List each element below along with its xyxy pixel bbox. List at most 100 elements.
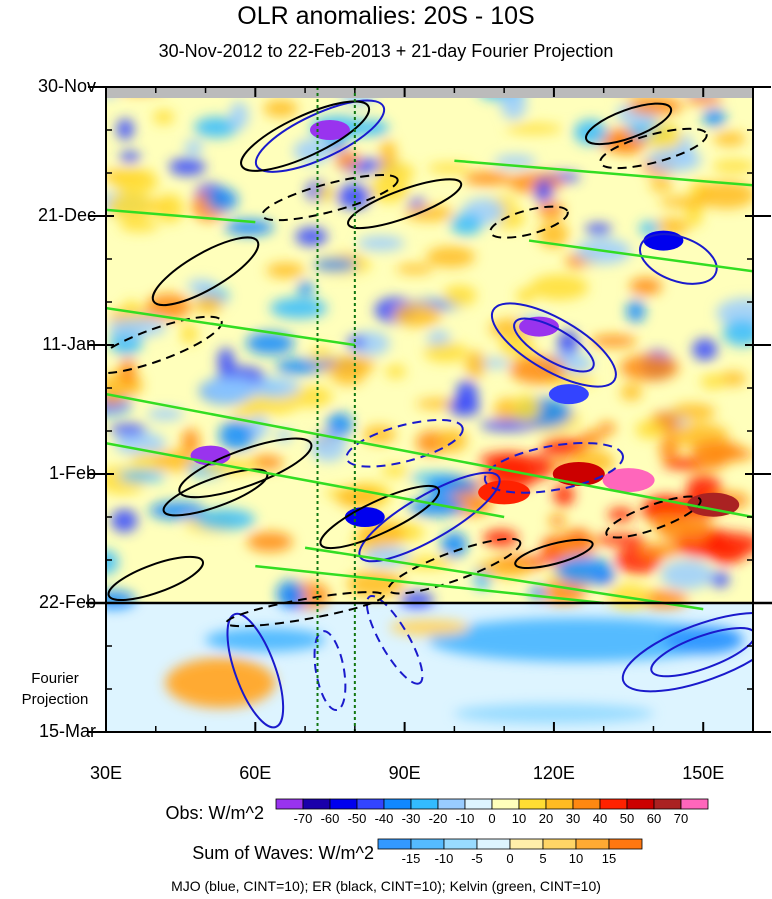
obs-patch	[538, 220, 569, 248]
obs-colorbar-tick-label: 50	[619, 811, 635, 826]
obs-patch	[607, 507, 634, 522]
obs-patch	[381, 465, 409, 477]
obs-patch	[670, 403, 716, 421]
obs-patch	[107, 318, 167, 337]
obs-patch	[579, 430, 604, 447]
er-contour	[514, 538, 594, 570]
mjo-contour	[621, 611, 753, 693]
obs-patch	[224, 219, 275, 236]
wave-colorbar-swatch	[377, 838, 412, 850]
obs-colorbar-tick-label: -20	[428, 811, 448, 826]
chart-title: OLR anomalies: 20S - 10S	[237, 2, 535, 30]
wave-colorbar-tick-label: 10	[568, 851, 584, 866]
wave-colorbar-swatch	[542, 838, 577, 850]
er-contour	[107, 555, 204, 602]
obs-patch	[584, 223, 612, 235]
obs-patch	[690, 439, 743, 464]
obs-patch	[269, 297, 328, 319]
obs-patch	[455, 379, 478, 408]
obs-colorbar-swatch	[680, 798, 709, 810]
obs-colorbar-tick-label: 0	[488, 811, 496, 826]
obs-patch	[392, 303, 442, 327]
forecast-warm-patch	[165, 657, 276, 708]
er-contour	[599, 127, 708, 170]
obs-patch	[534, 178, 553, 203]
obs-colorbar-tick-label: -60	[320, 811, 340, 826]
obs-colorbar-tick-label: 60	[646, 811, 662, 826]
kelvin-contour	[106, 208, 256, 224]
obs-patch	[293, 138, 332, 164]
obs-patch	[263, 99, 299, 118]
obs-patch	[118, 470, 166, 483]
mjo-contour	[365, 594, 424, 685]
mjo-contour	[313, 630, 347, 712]
y-tick-label: 30-Nov	[37, 76, 96, 96]
obs-patch	[482, 529, 519, 547]
obs-patch	[168, 158, 206, 176]
er-contour	[225, 591, 385, 628]
obs-colorbar-tick-label: 20	[538, 811, 554, 826]
obs-patch	[718, 371, 747, 386]
obs-patch	[426, 246, 476, 268]
obs-patch	[111, 509, 138, 533]
obs-colorbar-tick-label: 10	[511, 811, 527, 826]
obs-patch	[123, 300, 140, 319]
obs-patch	[651, 511, 673, 532]
obs-patch	[218, 420, 255, 451]
mjo-contour	[513, 317, 595, 373]
mjo-contour	[345, 418, 464, 468]
obs-patch	[181, 428, 200, 456]
obs-patch	[659, 437, 680, 461]
obs-patch	[548, 532, 595, 560]
obs-patch	[707, 542, 747, 565]
obs-patch	[116, 118, 134, 141]
obs-patch	[316, 185, 337, 202]
x-tick-label: 60E	[239, 763, 272, 783]
x-tick-label: 150E	[682, 763, 725, 783]
obs-patch	[662, 458, 702, 470]
obs-patch	[206, 187, 238, 212]
wave-colorbar-tick-label: -5	[471, 851, 483, 866]
obs-patch	[463, 171, 512, 186]
positive-anomaly	[552, 462, 605, 486]
obs-patch	[465, 350, 486, 379]
obs-patch	[710, 572, 730, 588]
negative-anomaly	[309, 120, 350, 140]
obs-patch	[357, 236, 405, 251]
obs-patch	[442, 285, 477, 307]
obs-patch	[326, 412, 354, 437]
wave-colorbar-swatch	[509, 838, 544, 850]
kelvin-contour	[255, 564, 604, 605]
wave-colorbar-swatch	[476, 838, 511, 850]
mjo-contour	[650, 627, 753, 678]
obs-patch	[246, 531, 293, 552]
obs-colorbar-tick-label: -70	[293, 811, 313, 826]
obs-patch	[555, 556, 614, 585]
obs-patch	[229, 406, 265, 418]
mjo-contour	[254, 99, 386, 173]
forecast-patches	[165, 617, 744, 724]
obs-patch	[629, 277, 663, 296]
obs-patch	[660, 559, 714, 590]
obs-patch	[557, 329, 579, 359]
er-contour	[387, 537, 522, 595]
obs-patch	[659, 196, 712, 208]
obs-patch	[194, 116, 239, 138]
missing-data-strip	[106, 88, 753, 98]
forecast-cool-patch	[428, 617, 729, 662]
obs-patch	[111, 168, 159, 196]
er-contour	[605, 495, 702, 539]
obs-patch	[573, 119, 608, 146]
kelvin-contour	[528, 239, 753, 273]
wave-colorbar-swatch	[443, 838, 478, 850]
obs-patch	[639, 543, 680, 559]
obs-colorbar-swatch	[383, 798, 412, 810]
obs-patch	[427, 162, 472, 174]
y-tick-label: 1-Feb	[48, 463, 96, 483]
er-contour	[151, 236, 260, 307]
obs-colorbar-swatch	[653, 798, 682, 810]
y-tick-label: 21-Dec	[37, 205, 96, 225]
wave-contours	[106, 87, 753, 732]
obs-patch	[180, 323, 198, 345]
